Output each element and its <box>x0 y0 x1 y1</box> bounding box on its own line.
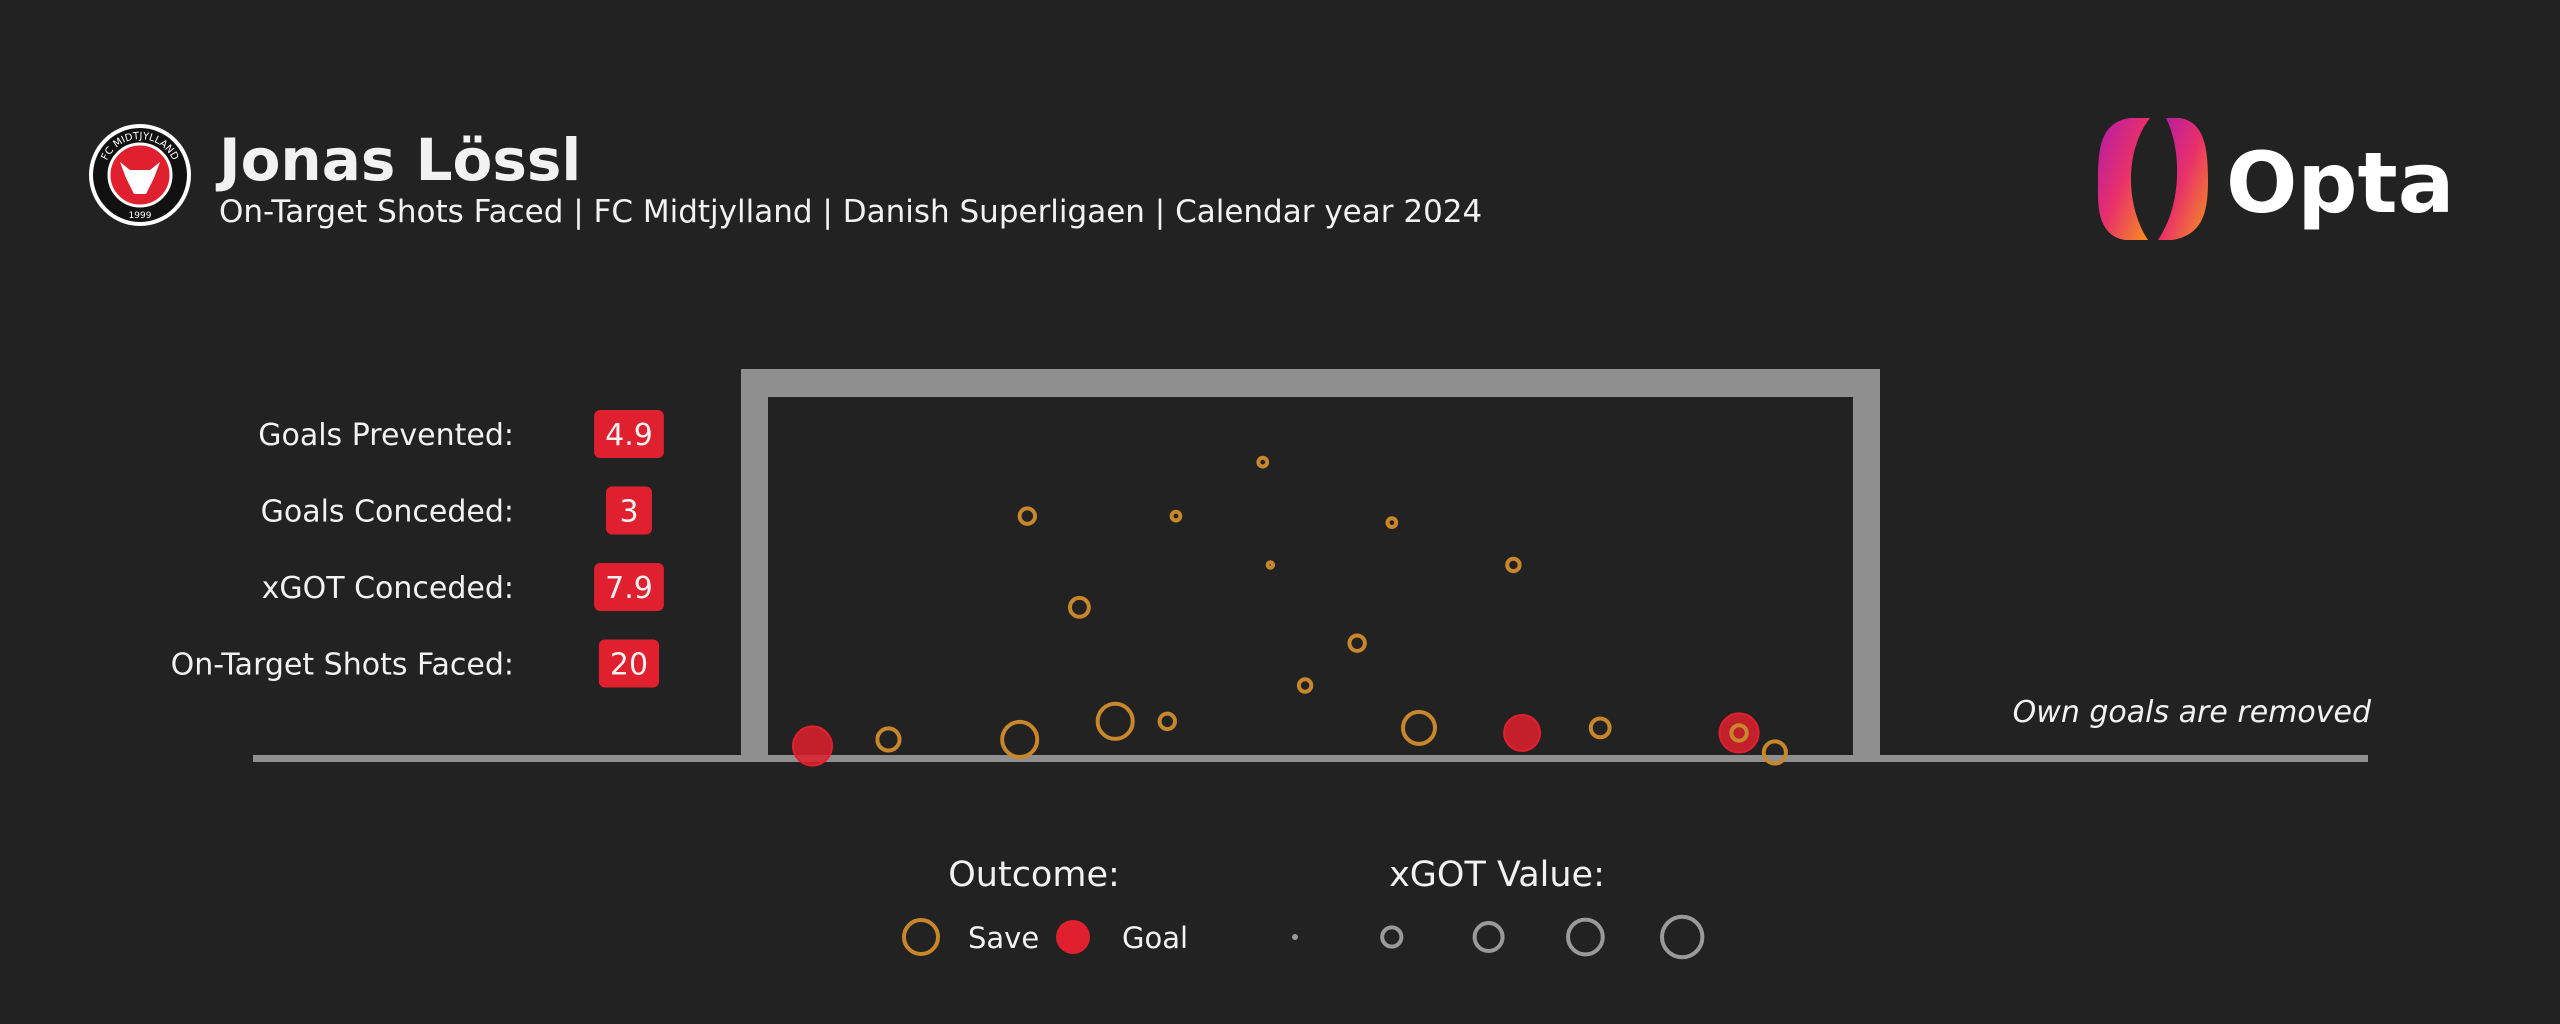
shot-save <box>1385 516 1399 529</box>
shot-save <box>1505 556 1522 574</box>
size-legend-title: xGOT Value: <box>1389 855 1605 895</box>
logo-left <box>2097 118 2150 240</box>
shot-save <box>1588 716 1612 740</box>
stat-value: 7.9 <box>605 571 653 606</box>
logo-right <box>2158 118 2208 240</box>
stat-badge <box>594 563 664 611</box>
legend-label: Save <box>968 921 1039 955</box>
crest-bull <box>120 162 160 194</box>
shot-save <box>1169 509 1183 523</box>
shot-save <box>1761 739 1788 766</box>
stats: Goals Prevented: 4.9 Goals Conceded: 3 xGOT … <box>171 410 664 688</box>
shot-save <box>1265 560 1276 570</box>
shot-save <box>1017 506 1038 526</box>
brand-logo: Opta <box>2097 118 2454 240</box>
title: Jonas Lössl <box>215 126 581 194</box>
shot-save <box>1095 701 1135 741</box>
shot-save <box>875 726 902 753</box>
shot-goal <box>1718 712 1760 754</box>
stat-label: xGOT Conceded: <box>262 571 514 606</box>
size-legend-circle <box>1566 917 1605 957</box>
shot-goal <box>1503 713 1542 752</box>
size-legend-circle <box>1380 925 1404 949</box>
ground-line <box>253 755 2368 762</box>
legend-label: Goal <box>1122 921 1188 955</box>
size-legend-circle <box>1292 934 1298 940</box>
legend-swatch <box>902 918 940 956</box>
goal-frame <box>253 369 2368 762</box>
shot-save <box>1256 455 1270 469</box>
shot-save <box>1067 595 1091 619</box>
stat-badge <box>598 639 660 688</box>
brand-name: Opta <box>2226 134 2454 232</box>
stat-value: 20 <box>610 648 648 683</box>
shot-goal <box>791 725 834 767</box>
crest-year: 1999 <box>129 211 152 221</box>
shot-save <box>1157 711 1177 732</box>
shot-save <box>1401 709 1437 746</box>
stat-value: 3 <box>619 495 638 530</box>
shot-save <box>1347 633 1367 653</box>
size-legend-circle <box>1660 914 1705 960</box>
club-crest: FC MIDTJYLLAND 1999 <box>89 124 191 226</box>
note: Own goals are removed <box>2013 695 2372 730</box>
shot-save <box>1729 723 1749 743</box>
shot-save <box>1000 719 1040 759</box>
stat-label: On-Target Shots Faced: <box>171 648 514 683</box>
stat-label: Goals Conceded: <box>261 495 514 530</box>
shots <box>791 455 1788 767</box>
stat-value: 4.9 <box>605 418 653 453</box>
subtitle: On-Target Shots Faced | FC Midtjylland |… <box>219 194 1482 230</box>
shot-save <box>1296 677 1314 694</box>
stat-badge <box>606 486 652 535</box>
outcome-legend-title: Outcome: <box>948 855 1120 895</box>
legend-swatch <box>1056 920 1090 954</box>
legend: Save Goal <box>902 914 1705 960</box>
stat-label: Goals Prevented: <box>258 418 514 453</box>
size-legend-circle <box>1472 921 1505 953</box>
stat-badge <box>594 410 664 458</box>
